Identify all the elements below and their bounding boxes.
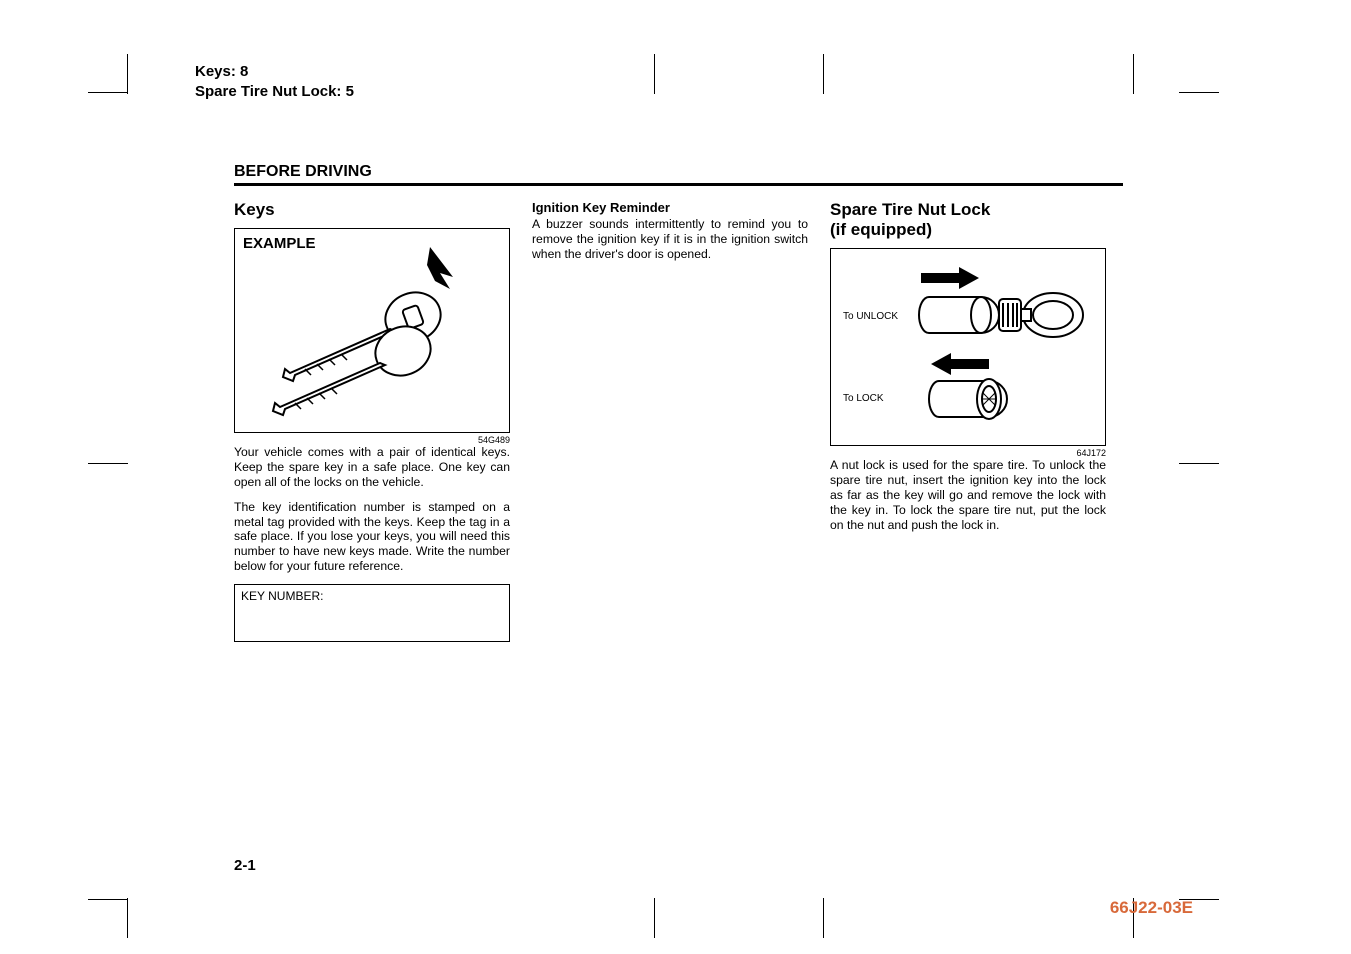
crop-mark [1179,463,1219,464]
ignition-paragraph: A buzzer sounds intermittently to remind… [532,217,808,262]
lock-label: To LOCK [843,393,884,404]
page-number: 2-1 [234,857,256,874]
crop-mark [88,463,128,464]
keys-paragraph-2: The key identification number is stamped… [234,500,510,574]
crop-mark [127,54,128,94]
crop-mark [1133,54,1134,94]
ignition-heading: Ignition Key Reminder [532,200,808,215]
crop-mark [127,898,128,938]
key-number-box: KEY NUMBER: [234,584,510,642]
column-keys: Keys EXAMPLE [234,200,510,642]
crop-mark [88,92,128,93]
crop-mark [654,898,655,938]
crop-mark [654,54,655,94]
document-code: 66J22-03E [1110,898,1193,918]
crop-mark [823,54,824,94]
keys-figure: EXAMPLE [234,228,510,433]
crop-mark [823,898,824,938]
nut-lock-figure: To UNLOCK To LOCK [830,248,1106,446]
section-header: BEFORE DRIVING [234,163,1123,186]
meta-line-2: Spare Tire Nut Lock: 5 [195,82,354,102]
key-number-label: KEY NUMBER: [241,589,323,603]
header-meta: Keys: 8 Spare Tire Nut Lock: 5 [195,62,354,101]
spare-tire-paragraph: A nut lock is used for the spare tire. T… [830,458,1106,532]
spare-tire-heading-1: Spare Tire Nut Lock [830,200,1106,220]
crop-mark [1179,92,1219,93]
unlock-label: To UNLOCK [843,311,898,322]
nut-lock-figure-caption: 64J172 [830,448,1106,458]
spare-tire-heading-2: (if equipped) [830,220,1106,240]
keys-heading: Keys [234,200,510,220]
keys-figure-caption: 54G489 [234,435,510,445]
keys-illustration [235,229,511,434]
example-label: EXAMPLE [243,235,316,252]
meta-line-1: Keys: 8 [195,62,354,82]
nut-lock-illustration [831,249,1107,447]
content-area: Keys EXAMPLE [234,200,1106,642]
keys-paragraph-1: Your vehicle comes with a pair of identi… [234,445,510,490]
column-ignition: Ignition Key Reminder A buzzer sounds in… [532,200,808,642]
crop-mark [88,899,128,900]
column-spare-tire: Spare Tire Nut Lock (if equipped) To UNL… [830,200,1106,642]
